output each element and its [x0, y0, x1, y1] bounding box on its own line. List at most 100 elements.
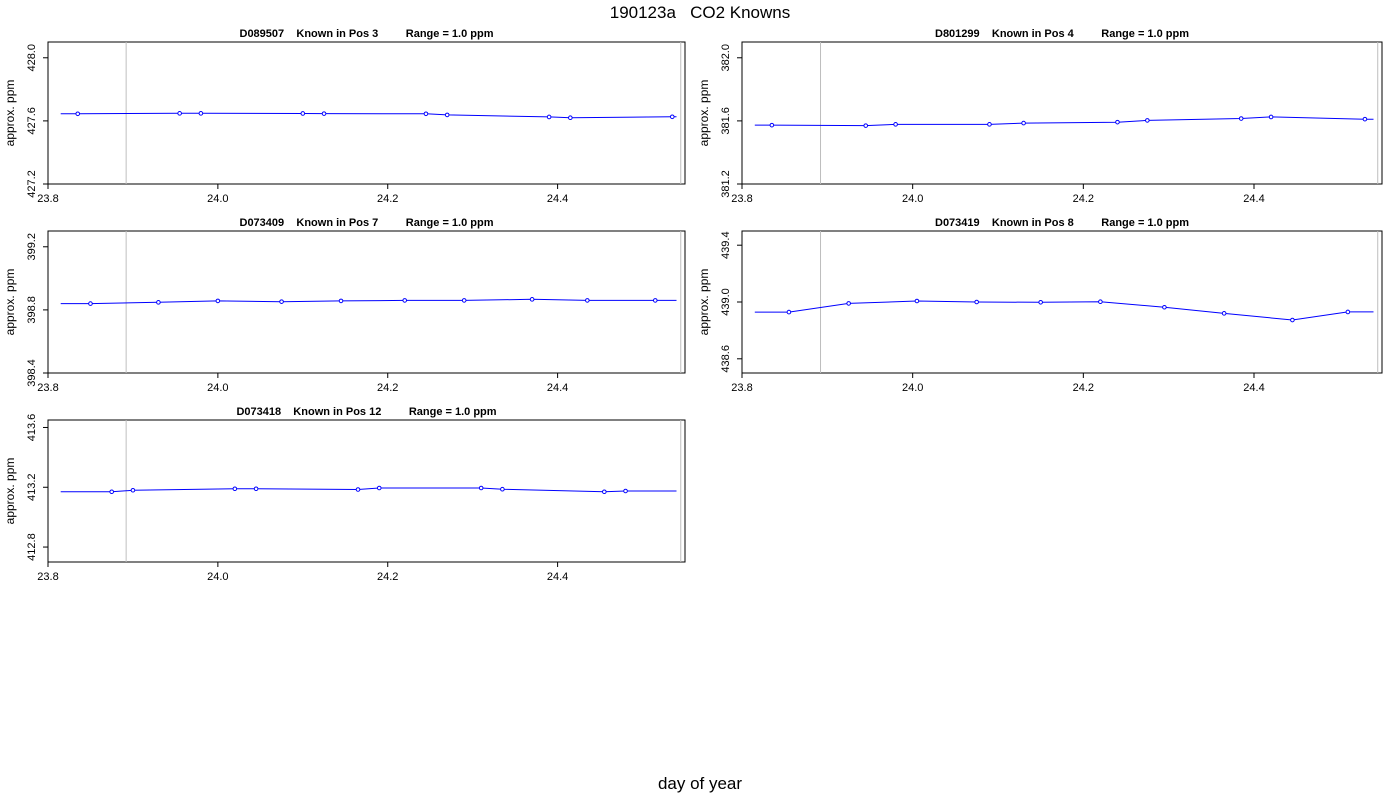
y-axis-label: approx. ppm: [697, 269, 711, 336]
x-tick-label: 24.0: [207, 571, 228, 583]
data-point: [1021, 120, 1026, 126]
y-tick-label: 427.2: [26, 170, 38, 198]
data-point: [974, 299, 979, 305]
data-point: [623, 488, 628, 494]
panel-title: D073418 Known in Pos 12 Range = 1.0 ppm: [236, 406, 496, 418]
x-tick-label: 24.4: [547, 193, 568, 205]
data-point: [478, 485, 484, 491]
panel-title: D073419 Known in Pos 8 Range = 1.0 ppm: [935, 217, 1189, 229]
y-tick-label: 428.0: [26, 44, 38, 72]
x-tick-label: 24.4: [547, 382, 568, 394]
data-point: [769, 122, 775, 128]
panel-title: D073409 Known in Pos 7 Range = 1.0 ppm: [240, 217, 494, 229]
data-point: [88, 301, 93, 306]
data-point: [585, 298, 590, 303]
figure-title: 190123a CO2 Knowns: [609, 3, 791, 22]
y-tick-label: 398.4: [26, 359, 38, 387]
data-point: [652, 298, 658, 303]
data-point: [1238, 116, 1244, 121]
data-point: [669, 114, 675, 120]
y-tick-label: 398.8: [26, 296, 38, 324]
data-point: [423, 111, 429, 117]
y-tick-label: 412.8: [26, 533, 38, 561]
data-point: [461, 298, 467, 303]
y-tick-label: 382.0: [720, 44, 732, 72]
data-point: [253, 486, 259, 492]
data-point: [444, 112, 450, 118]
data-point: [177, 111, 182, 116]
x-tick-label: 24.4: [1243, 382, 1264, 394]
data-point: [355, 487, 361, 492]
panel-2: D801299 Known in Pos 4 Range = 1.0 ppm 23…: [697, 28, 1383, 205]
x-tick-label: 24.2: [1073, 382, 1094, 394]
data-point: [1221, 311, 1227, 316]
y-axis-label: approx. ppm: [697, 80, 711, 147]
y-tick-label: 439.4: [720, 231, 732, 259]
data-point: [529, 297, 535, 302]
x-axis-label: day of year: [657, 774, 743, 793]
data-point: [232, 486, 238, 492]
y-tick-label: 399.2: [26, 233, 38, 261]
x-tick-label: 24.2: [377, 571, 398, 583]
y-tick-label: 413.2: [26, 473, 38, 501]
data-point: [987, 122, 992, 127]
series-line: [754, 116, 1374, 127]
data-point: [1290, 317, 1295, 323]
data-point: [546, 114, 552, 120]
data-point: [846, 301, 851, 306]
data-point: [1098, 299, 1103, 305]
data-point: [786, 309, 792, 315]
x-tick-label: 23.8: [731, 382, 752, 394]
data-point: [602, 489, 607, 495]
y-axis-label: approx. ppm: [3, 458, 17, 525]
panel-5: D073418 Known in Pos 12 Range = 1.0 ppm 2…: [3, 406, 686, 583]
data-point: [321, 111, 327, 116]
x-tick-label: 24.2: [377, 193, 398, 205]
panel-frame: [741, 41, 1383, 185]
x-tick-label: 23.8: [731, 193, 752, 205]
series-line: [60, 112, 677, 119]
x-tick-label: 24.0: [902, 193, 923, 205]
panel-frame: [47, 41, 686, 185]
x-tick-label: 23.8: [37, 382, 58, 394]
data-point: [109, 489, 114, 495]
panel-title: D801299 Known in Pos 4 Range = 1.0 ppm: [935, 28, 1189, 40]
data-point: [338, 298, 344, 304]
data-point: [893, 122, 898, 127]
y-tick-label: 439.0: [720, 288, 732, 316]
panel-3: D073409 Known in Pos 7 Range = 1.0 ppm 23…: [3, 217, 686, 394]
x-tick-label: 24.0: [207, 382, 228, 394]
data-point: [156, 300, 161, 305]
data-point: [1038, 299, 1043, 305]
x-tick-label: 24.0: [207, 193, 228, 205]
data-point: [1268, 114, 1274, 120]
data-point: [1362, 116, 1368, 122]
data-point: [568, 115, 573, 121]
y-tick-label: 413.6: [26, 414, 38, 442]
y-tick-label: 381.2: [720, 170, 732, 198]
data-point: [279, 299, 284, 304]
x-tick-label: 24.0: [902, 382, 923, 394]
x-tick-label: 23.8: [37, 193, 58, 205]
series-line: [60, 487, 677, 493]
y-tick-label: 381.6: [720, 107, 732, 135]
panel-4: D073419 Known in Pos 8 Range = 1.0 ppm 23…: [697, 217, 1383, 394]
y-axis-label: approx. ppm: [3, 80, 17, 147]
data-point: [1162, 304, 1167, 310]
x-tick-label: 24.2: [377, 382, 398, 394]
data-point: [914, 298, 920, 304]
x-tick-label: 23.8: [37, 571, 58, 583]
data-point: [1345, 309, 1351, 315]
series-line: [754, 300, 1374, 321]
data-point: [198, 111, 204, 116]
data-point: [1145, 118, 1150, 123]
data-point: [300, 111, 306, 116]
y-tick-label: 438.6: [720, 345, 732, 373]
data-point: [863, 123, 869, 128]
x-tick-label: 24.4: [1243, 193, 1264, 205]
data-point: [402, 298, 408, 303]
y-axis-label: approx. ppm: [3, 269, 17, 336]
data-point: [130, 487, 136, 493]
x-tick-label: 24.4: [547, 571, 568, 583]
